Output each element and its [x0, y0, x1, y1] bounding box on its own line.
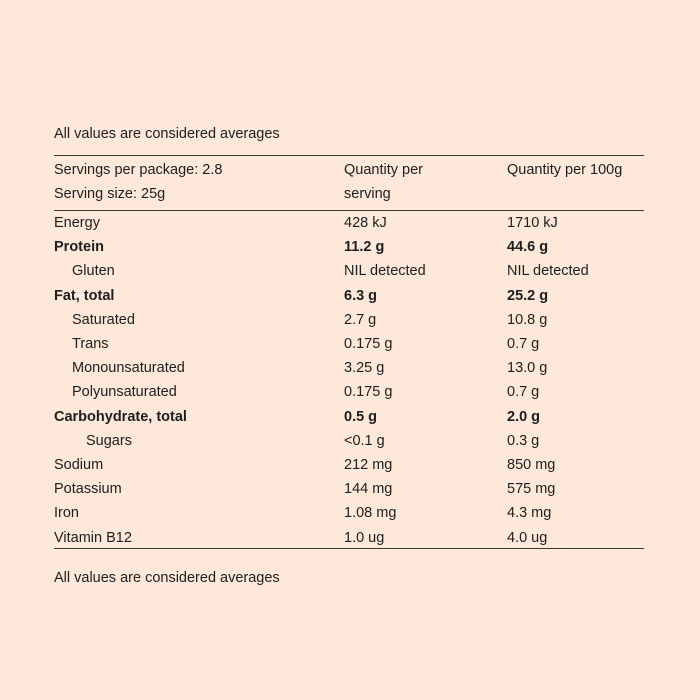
nutrient-per-100g: 850 mg [507, 457, 556, 473]
nutrient-per-100g: 1710 kJ [507, 215, 558, 231]
nutrient-per-serving: 2.7 g [344, 312, 377, 328]
averages-note-bottom: All values are considered averages [54, 570, 280, 586]
column-header-per-serving-line2: serving [344, 186, 391, 202]
nutrient-per-serving: 11.2 g [344, 239, 385, 255]
nutrient-per-100g: 4.0 ug [507, 530, 548, 546]
nutrient-per-serving: 0.175 g [344, 384, 393, 400]
nutrient-per-100g: 0.7 g [507, 384, 540, 400]
servings-per-package: Servings per package: 2.8 [54, 162, 223, 178]
serving-size: Serving size: 25g [54, 186, 166, 202]
nutrient-label: Gluten [72, 263, 115, 279]
table-bottom-rule [54, 548, 644, 549]
nutrient-label: Potassium [54, 481, 122, 497]
nutrient-per-100g: 13.0 g [507, 360, 548, 376]
nutrient-per-100g: 2.0 g [507, 409, 541, 425]
table-top-rule [54, 155, 644, 156]
nutrient-per-serving: 1.0 ug [344, 530, 385, 546]
column-header-per-serving-line1: Quantity per [344, 162, 423, 178]
nutrient-per-serving: 0.5 g [344, 409, 378, 425]
nutrient-per-serving: 144 mg [344, 481, 393, 497]
nutrient-per-100g: 0.7 g [507, 336, 540, 352]
nutrient-per-serving: 428 kJ [344, 215, 387, 231]
nutrient-per-serving: 0.175 g [344, 336, 393, 352]
nutrient-label: Polyunsaturated [72, 384, 177, 400]
nutrient-label: Fat, total [54, 288, 115, 304]
nutrient-per-serving: NIL detected [344, 263, 426, 279]
nutrient-per-serving: 1.08 mg [344, 505, 397, 521]
nutrient-per-serving: 3.25 g [344, 360, 385, 376]
nutrient-label: Sugars [86, 433, 132, 449]
nutrient-label: Vitamin B12 [54, 530, 132, 546]
nutrient-per-100g: 575 mg [507, 481, 556, 497]
nutrient-label: Iron [54, 505, 79, 521]
nutrient-label: Trans [72, 336, 109, 352]
nutrient-per-100g: 4.3 mg [507, 505, 552, 521]
nutrient-per-100g: 44.6 g [507, 239, 549, 255]
nutrient-per-100g: 0.3 g [507, 433, 540, 449]
nutrient-label: Protein [54, 239, 104, 255]
nutrient-label: Sodium [54, 457, 104, 473]
nutrient-per-100g: 25.2 g [507, 288, 549, 304]
nutrient-per-serving: <0.1 g [344, 433, 385, 449]
nutrient-per-100g: NIL detected [507, 263, 589, 279]
nutrient-label: Monounsaturated [72, 360, 185, 376]
nutrient-label: Saturated [72, 312, 135, 328]
nutrient-per-100g: 10.8 g [507, 312, 548, 328]
averages-note-top: All values are considered averages [54, 126, 280, 142]
column-header-per-100g: Quantity per 100g [507, 162, 623, 178]
nutrient-per-serving: 6.3 g [344, 288, 378, 304]
nutrient-per-serving: 212 mg [344, 457, 393, 473]
nutrient-label: Carbohydrate, total [54, 409, 187, 425]
header-rule [54, 210, 644, 211]
nutrient-label: Energy [54, 215, 100, 231]
